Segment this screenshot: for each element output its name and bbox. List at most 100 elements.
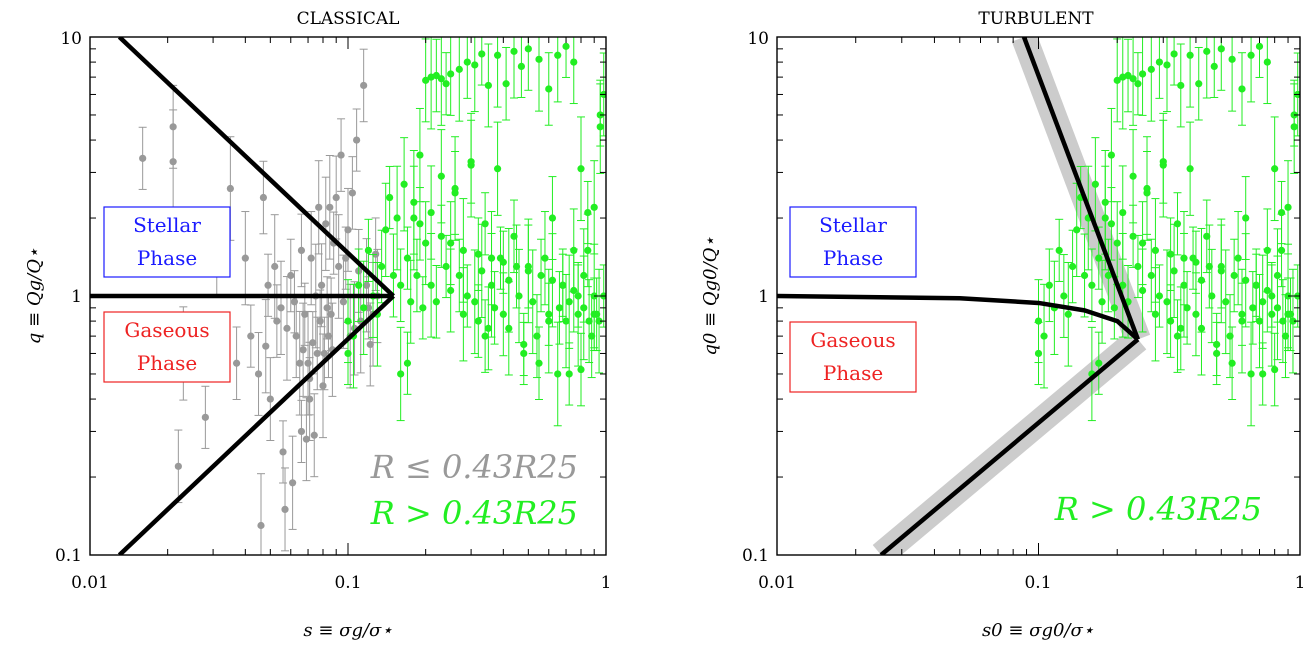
data-point <box>524 267 532 275</box>
data-point <box>585 317 593 325</box>
data-point <box>562 317 570 325</box>
data-point <box>316 317 324 325</box>
data-point <box>1247 370 1255 378</box>
data-point <box>310 431 318 439</box>
data-point <box>290 298 299 306</box>
data-point <box>1107 220 1115 228</box>
data-point <box>1170 50 1178 58</box>
y-tick-label: 0.1 <box>55 546 82 566</box>
data-point <box>1138 286 1147 295</box>
data-point <box>1255 42 1264 50</box>
data-point <box>455 65 463 73</box>
data-point <box>517 62 526 70</box>
data-point <box>570 58 578 66</box>
data-point <box>474 250 482 258</box>
data-point <box>332 193 340 202</box>
data-point <box>1284 203 1292 211</box>
data-point <box>1173 332 1182 340</box>
data-point <box>1055 246 1063 254</box>
data-point <box>499 258 507 266</box>
data-point <box>1129 75 1137 83</box>
data-point <box>1289 317 1297 325</box>
data-point <box>1091 180 1099 188</box>
data-point <box>323 304 331 312</box>
data-point <box>1155 58 1164 66</box>
data-point <box>427 281 435 289</box>
data-point <box>319 382 327 390</box>
y-axis-label: q0 ≡ Qg0/Q⋆ <box>700 236 721 355</box>
data-point <box>306 395 314 403</box>
y-tick-label: 1 <box>71 287 82 307</box>
data-point <box>577 165 585 173</box>
data-point <box>1247 51 1255 59</box>
data-point <box>437 232 445 240</box>
data-point <box>447 286 455 295</box>
data-point <box>1279 317 1287 325</box>
data-point <box>1203 47 1211 55</box>
data-point <box>378 262 386 271</box>
data-point <box>463 58 471 66</box>
data-point <box>1119 281 1127 289</box>
data-point <box>493 51 502 59</box>
data-point <box>1159 161 1167 169</box>
phase-boundary-boundary-upper <box>117 37 395 298</box>
data-point <box>548 214 557 222</box>
gaseous-phase-label: Gaseous <box>810 328 895 352</box>
data-point <box>1252 281 1260 289</box>
gaseous-phase-label: Phase <box>137 351 197 375</box>
data-point <box>322 220 330 228</box>
data-point <box>1113 76 1121 84</box>
data-point <box>1263 286 1271 295</box>
data-point <box>287 271 295 280</box>
stellar-phase-box <box>103 206 231 278</box>
chart-title: TURBULENT <box>978 9 1094 29</box>
stellar-phase-label: Phase <box>137 246 197 270</box>
data-point <box>1284 310 1292 318</box>
data-point <box>1263 58 1271 66</box>
data-point <box>410 214 418 222</box>
data-point <box>422 76 430 84</box>
panel-classical: CLASSICAL 0.01 0.1 1 0.1 1 10 s ≡ σg/σ⋆ … <box>24 9 611 641</box>
x-tick-label: 0.01 <box>71 573 109 593</box>
data-point <box>266 395 274 403</box>
data-point <box>262 342 270 350</box>
data-point <box>459 246 467 254</box>
data-point <box>1259 370 1267 378</box>
data-point <box>393 214 401 222</box>
data-point <box>1273 304 1282 312</box>
data-point <box>259 193 268 202</box>
phase-boundary-boundary-lower <box>879 337 1140 555</box>
data-point <box>1040 332 1048 340</box>
data-point <box>299 346 307 354</box>
data-point <box>1277 246 1286 254</box>
data-point <box>416 220 424 228</box>
data-point <box>1073 226 1081 234</box>
data-point <box>1151 246 1160 254</box>
data-point <box>397 370 405 378</box>
data-point <box>174 462 182 470</box>
data-point <box>459 310 467 318</box>
data-point <box>510 47 518 55</box>
data-point <box>1238 317 1246 325</box>
data-point <box>315 203 323 211</box>
data-point <box>289 479 297 487</box>
data-point <box>499 310 507 318</box>
data-point <box>271 262 279 271</box>
data-point <box>407 298 415 306</box>
data-point <box>1113 239 1121 247</box>
data-point <box>442 80 450 88</box>
data-point <box>1271 165 1279 173</box>
data-point <box>139 154 147 162</box>
data-point <box>1138 70 1147 78</box>
data-point <box>520 340 528 349</box>
data-point <box>1281 332 1290 340</box>
data-point <box>386 193 394 202</box>
data-point <box>1119 208 1127 217</box>
panel-turbulent: TURBULENT 0.01 0.1 1 0.1 1 10 s0 ≡ σg0/σ… <box>700 9 1305 641</box>
data-point <box>545 85 553 93</box>
data-point <box>1068 262 1077 271</box>
phase-boundary-boundary-upper <box>1021 37 1141 341</box>
data-point <box>1210 62 1218 70</box>
data-point <box>484 81 492 90</box>
